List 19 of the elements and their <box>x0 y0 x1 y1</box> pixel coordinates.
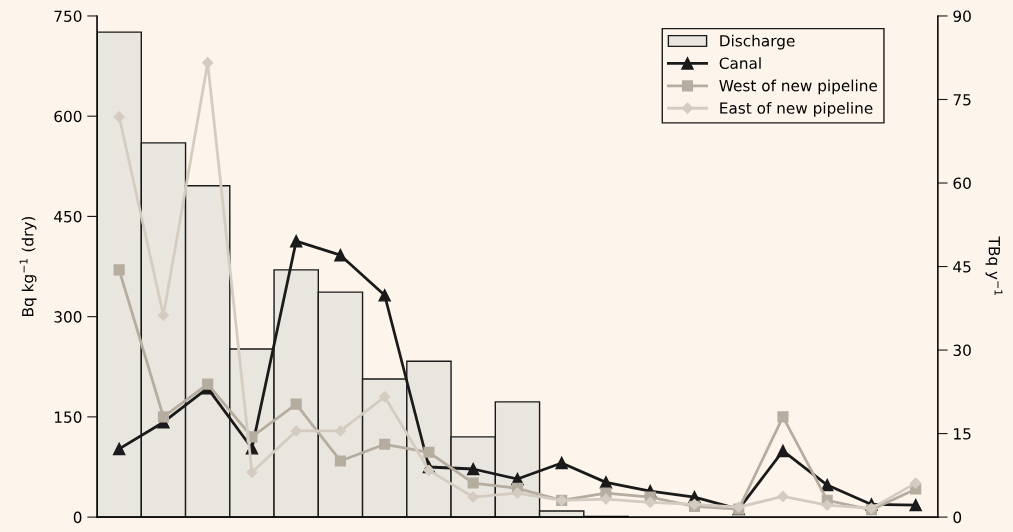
y2-tick-label: 60 <box>953 177 971 190</box>
y2-tick-label: 15 <box>954 428 971 440</box>
y2-tick-label: 75 <box>953 94 971 106</box>
y-tick-label: 0 <box>73 511 82 524</box>
legend-label: East of new pipeline <box>720 102 873 117</box>
y2-tick-label: 45 <box>953 261 971 273</box>
y-tick-label: 450 <box>54 210 82 223</box>
y-tick-label: 750 <box>54 10 82 22</box>
y2-tick-label: 90 <box>953 10 971 22</box>
legend-label: Canal <box>719 57 761 69</box>
y2-tick-label: 30 <box>953 344 971 357</box>
legend-label: Discharge <box>720 34 795 50</box>
y-tick-label: 600 <box>54 110 82 123</box>
legend-label: West of new pipeline <box>719 79 878 95</box>
y-axis-title: Bq kg$^{−1}$ (dry) <box>19 217 37 316</box>
y-tick-label: 150 <box>54 411 82 423</box>
y2-axis-title: TBq y$^{−1}$ <box>985 236 1003 295</box>
y-tick-label: 300 <box>54 311 82 323</box>
y2-tick-label: 0 <box>953 511 962 524</box>
